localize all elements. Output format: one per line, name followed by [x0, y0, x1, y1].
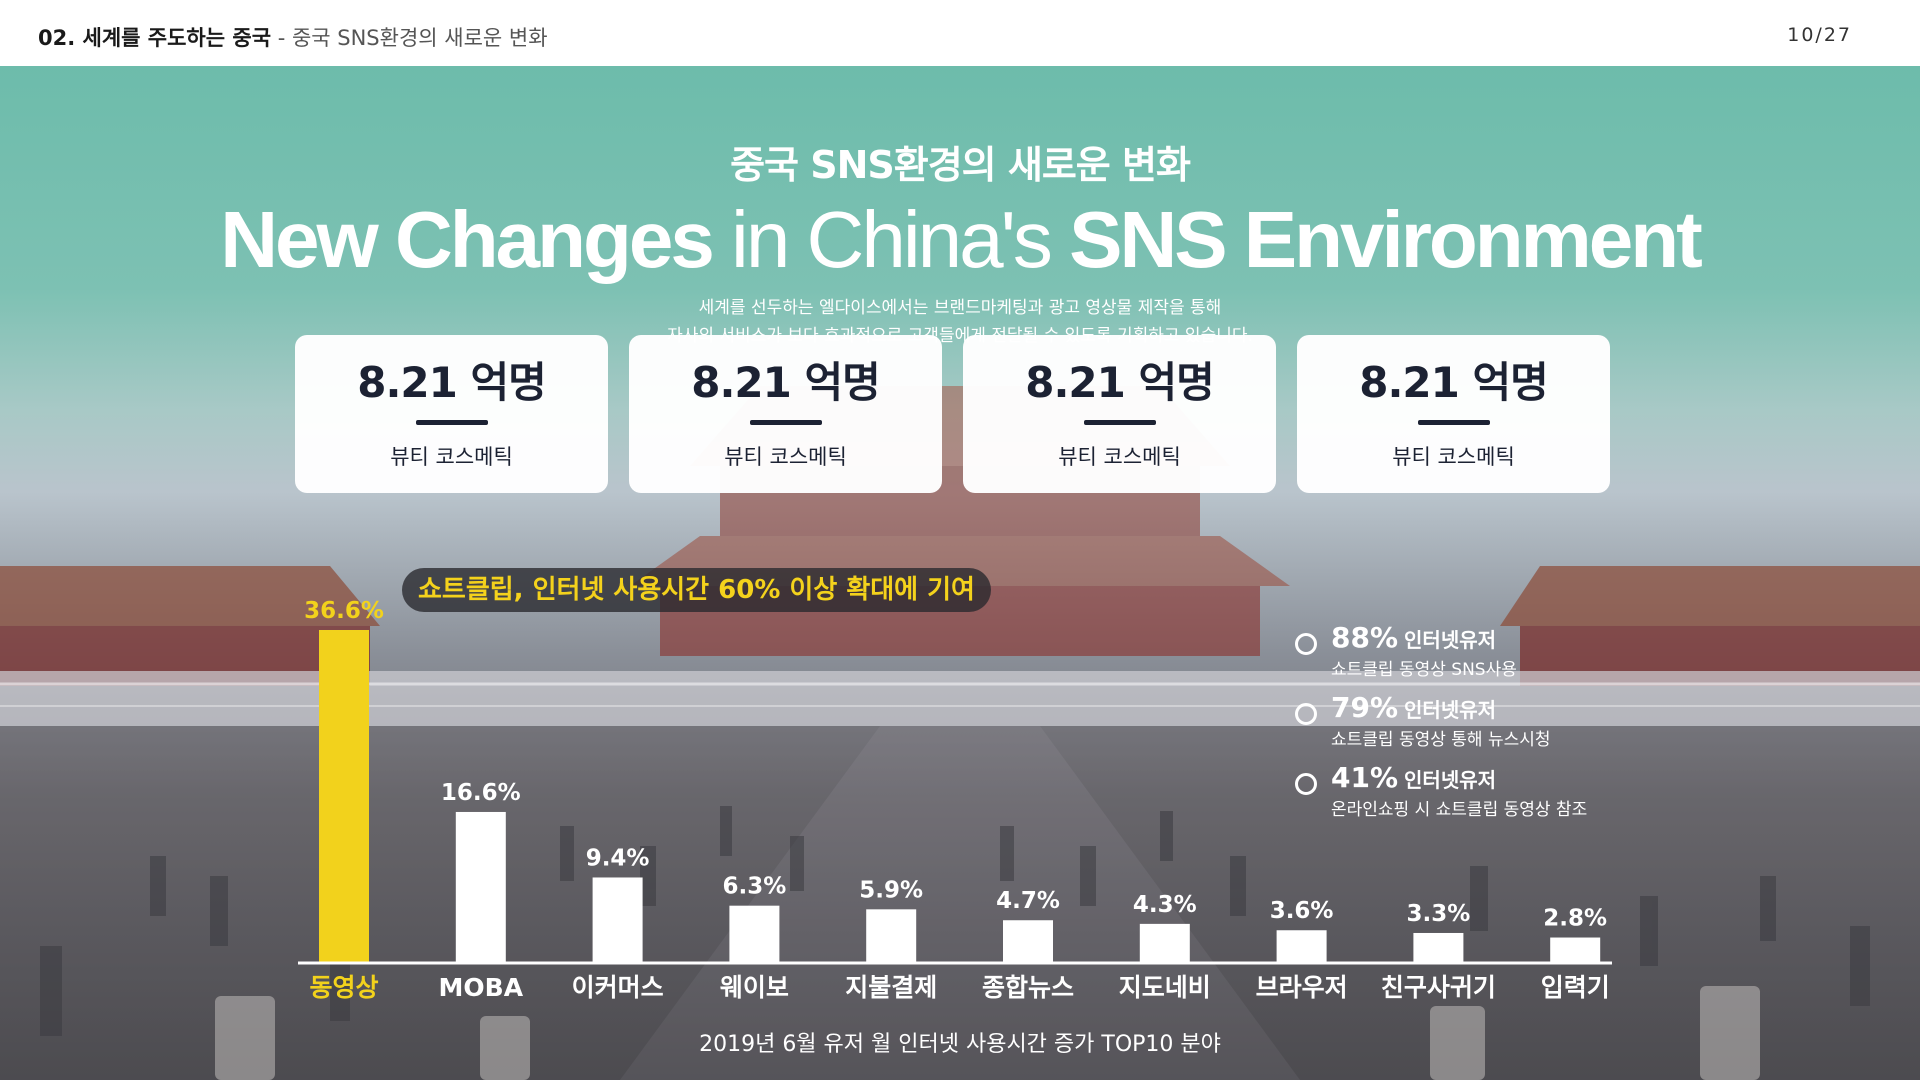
category-label: 브라우저 [1256, 973, 1348, 1002]
bar-9 [1550, 937, 1601, 963]
bar-8 [1413, 932, 1464, 963]
category-label: 웨이보 [720, 973, 789, 1002]
stat-card-1: 8.21 억명 뷰티 코스메틱 [295, 335, 608, 493]
stat-percent: 79% 인터넷유저 [1331, 691, 1496, 724]
stat-card-label: 뷰티 코스메틱 [724, 445, 847, 469]
stat-card-divider [415, 420, 488, 425]
chart-labels: 36.6% 동영상 16.6% MOBA 9.4% 이커머스 6.3% 웨이보 5.9% 지불결제… [304, 598, 1610, 1002]
stat-card-divider [1083, 420, 1156, 425]
bar-0 [319, 630, 369, 963]
chart-bars [319, 630, 1601, 963]
stat-note: 온라인쇼핑 시 쇼트클립 동영상 참조 [1331, 800, 1588, 820]
page-counter: 10/27 [1787, 24, 1852, 46]
stat-card-value: 8.21 억명 [1025, 358, 1215, 407]
bar-1 [455, 811, 506, 963]
category-label: 지도네비 [1119, 973, 1211, 1002]
stat-percent-value: 79% [1331, 691, 1399, 724]
category-label: 지불결제 [845, 973, 937, 1002]
category-label: 입력기 [1541, 973, 1610, 1002]
stat-note: 쇼트클립 동영상 통해 뉴스시청 [1331, 730, 1551, 750]
stat-card-divider [749, 420, 822, 425]
stat-note: 쇼트클립 동영상 SNS사용 [1331, 660, 1517, 680]
breadcrumb-subtitle: 중국 SNS환경의 새로운 변화 [291, 26, 548, 50]
bar-3 [729, 905, 780, 963]
category-label: 동영상 [309, 973, 378, 1002]
description-line-1: 세계를 선두하는 엘다이스에서는 브랜드마케팅과 광고 영상물 제작을 통해 [698, 298, 1222, 318]
bar-5 [1003, 920, 1053, 963]
category-label: MOBA [439, 973, 524, 1002]
stat-card-value: 8.21 억명 [357, 358, 547, 407]
bar-value-label: 3.6% [1270, 898, 1334, 924]
stat-percent-unit: 인터넷유저 [1404, 698, 1497, 722]
stat-card-label: 뷰티 코스메틱 [1392, 445, 1515, 469]
category-label: 친구사귀기 [1381, 973, 1496, 1002]
stat-percent: 88% 인터넷유저 [1331, 621, 1496, 654]
stat-percent-unit: 인터넷유저 [1404, 768, 1497, 792]
bar-value-label: 6.3% [723, 874, 787, 900]
top-bar: 02. 세계를 주도하는 중국 - 중국 SNS환경의 새로운 변화 10/27 [0, 0, 1920, 66]
chart-caption: 2019년 6월 유저 월 인터넷 사용시간 증가 TOP10 분야 [699, 1032, 1221, 1057]
title-en-part3: SNS Environment [1069, 195, 1703, 284]
bar-2 [592, 877, 643, 963]
stat-card-value: 8.21 억명 [691, 358, 881, 407]
stat-percent-value: 41% [1331, 761, 1399, 794]
bar-value-label: 2.8% [1543, 906, 1607, 932]
bar-value-label: 36.6% [304, 598, 384, 624]
stat-card-label: 뷰티 코스메틱 [1058, 445, 1181, 469]
stat-card-label: 뷰티 코스메틱 [390, 445, 513, 469]
stat-card-2: 8.21 억명 뷰티 코스메틱 [629, 335, 942, 493]
bar-value-label: 5.9% [859, 877, 923, 903]
stat-card-divider [1417, 420, 1490, 425]
circle-bullet-icon [1295, 773, 1317, 795]
stat-percent-value: 88% [1331, 621, 1399, 654]
breadcrumb: 02. 세계를 주도하는 중국 - 중국 SNS환경의 새로운 변화 [38, 22, 548, 52]
page-title-korean: 중국 SNS환경의 새로운 변화 [730, 143, 1191, 187]
breadcrumb-section: 02. 세계를 주도하는 중국 [38, 26, 272, 50]
bar-4 [866, 909, 917, 963]
stat-card-value: 8.21 억명 [1359, 358, 1549, 407]
bar-value-label: 16.6% [441, 780, 521, 806]
page-title-english: New Changes in China's SNS Environment [0, 194, 1920, 286]
breadcrumb-separator: - [271, 26, 292, 50]
circle-bullet-icon [1295, 633, 1317, 655]
circle-bullet-icon [1295, 703, 1317, 725]
category-label: 종합뉴스 [982, 973, 1074, 1002]
bar-6 [1139, 923, 1190, 963]
bar-value-label: 3.3% [1407, 901, 1471, 927]
bar-value-label: 9.4% [586, 845, 650, 871]
title-en-part2: in China's [711, 195, 1070, 284]
stat-percent-unit: 인터넷유저 [1404, 628, 1497, 652]
stat-percent: 41% 인터넷유저 [1331, 761, 1496, 794]
stat-card-3: 8.21 억명 뷰티 코스메틱 [963, 335, 1276, 493]
bar-7 [1276, 930, 1327, 963]
title-en-part1: New Changes [220, 195, 715, 284]
bar-value-label: 4.7% [996, 888, 1060, 914]
stat-card-4: 8.21 억명 뷰티 코스메틱 [1297, 335, 1610, 493]
callout-badge: 쇼트클립, 인터넷 사용시간 60% 이상 확대에 기여 [402, 568, 991, 612]
bar-value-label: 4.3% [1133, 892, 1197, 918]
category-label: 이커머스 [572, 973, 664, 1002]
